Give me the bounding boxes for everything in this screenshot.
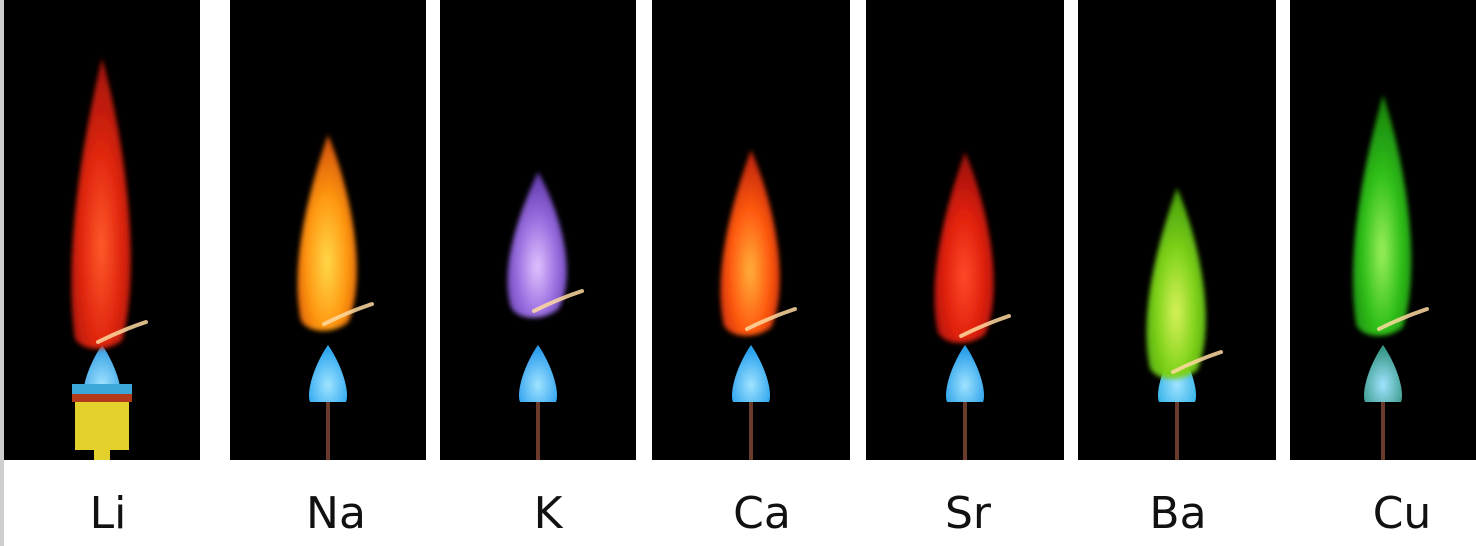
flame-panel-ba <box>1078 0 1276 460</box>
flame-image <box>1352 95 1429 460</box>
flame-image <box>934 152 1011 460</box>
bunsen-burner <box>72 384 132 460</box>
flame-image <box>1146 188 1223 460</box>
burner-stem <box>1175 395 1179 460</box>
flame-panel-cu <box>1290 0 1476 460</box>
blue-inner-cone <box>945 345 985 402</box>
burner-stem <box>1381 395 1385 460</box>
sample-wire <box>322 302 374 326</box>
left-edge-strip <box>0 0 4 546</box>
colored-flame <box>934 152 994 343</box>
sample-wire <box>1171 350 1223 374</box>
sample-wire <box>745 307 797 331</box>
element-label-li: Li <box>89 488 127 539</box>
blue-inner-cone <box>518 345 558 402</box>
colored-flame <box>1146 188 1206 379</box>
colored-flame <box>720 150 780 336</box>
burner-stem <box>749 395 753 460</box>
flame-panel-ca <box>652 0 850 460</box>
blue-inner-cone <box>731 345 771 402</box>
flame-image <box>507 172 584 460</box>
flame-image <box>720 150 797 460</box>
element-label-sr: Sr <box>944 488 992 539</box>
flame-panel-sr <box>866 0 1064 460</box>
flame-panel-na <box>230 0 426 460</box>
flame-image <box>297 135 374 460</box>
flame-panel-li <box>4 0 200 460</box>
element-label-k: K <box>533 488 563 539</box>
sample-wire <box>532 289 584 313</box>
element-label-cu: Cu <box>1372 488 1432 539</box>
burner-stem <box>536 395 540 460</box>
flame-image <box>71 58 148 460</box>
colored-flame <box>297 135 357 331</box>
blue-inner-cone <box>1363 345 1403 402</box>
element-label-ba: Ba <box>1149 488 1207 539</box>
burner-stem <box>963 395 967 460</box>
sample-wire <box>959 314 1011 338</box>
flame-panel-k <box>440 0 636 460</box>
burner-stem <box>326 395 330 460</box>
colored-flame <box>1352 95 1412 336</box>
sample-wire <box>96 320 148 344</box>
colored-flame <box>507 172 567 318</box>
blue-inner-cone <box>308 345 348 402</box>
sample-wire <box>1377 307 1429 331</box>
colored-flame <box>71 58 131 349</box>
element-label-na: Na <box>306 488 366 539</box>
element-label-ca: Ca <box>733 488 791 539</box>
